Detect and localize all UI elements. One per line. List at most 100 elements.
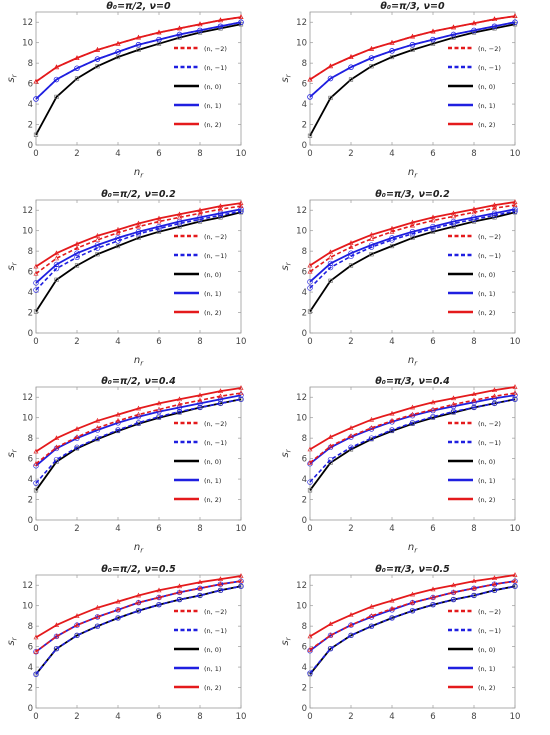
data-point	[328, 621, 333, 627]
data-point	[238, 19, 244, 25]
legend-label: (n, −1)	[478, 439, 501, 447]
data-point	[135, 231, 142, 237]
data-point	[430, 601, 436, 608]
series-line	[309, 392, 516, 464]
y-tick-label: 0	[302, 329, 307, 339]
data-point	[307, 646, 313, 652]
y-tick-label: 6	[302, 643, 307, 653]
data-point	[197, 585, 203, 591]
data-point	[389, 410, 395, 416]
data-point	[54, 64, 59, 70]
y-tick-label: 6	[302, 455, 307, 465]
data-point	[451, 582, 456, 588]
data-point	[136, 411, 141, 417]
data-point	[176, 31, 183, 38]
y-tick-label: 12	[296, 393, 307, 403]
data-point	[430, 225, 436, 232]
data-point	[156, 215, 162, 221]
data-point	[368, 435, 375, 441]
data-point	[512, 392, 518, 398]
data-point	[33, 480, 39, 486]
data-point	[115, 427, 121, 433]
data-point	[115, 615, 121, 621]
data-point	[307, 461, 313, 467]
data-point	[369, 613, 374, 618]
y-axis-label: sr	[280, 636, 293, 645]
data-point	[471, 397, 477, 403]
data-point	[409, 608, 416, 614]
x-axis-label: nr	[408, 355, 418, 368]
y-tick-label: 2	[28, 684, 33, 694]
y-tick-label: 8	[302, 59, 307, 69]
y-tick-label: 12	[296, 18, 307, 28]
data-point	[409, 42, 416, 48]
data-point	[238, 573, 244, 578]
data-point	[471, 27, 477, 34]
legend-label: (n, 0)	[478, 646, 495, 654]
data-point	[74, 263, 80, 268]
data-point	[238, 200, 244, 205]
data-point	[307, 670, 313, 676]
data-point	[94, 242, 101, 248]
data-point	[430, 594, 436, 600]
data-point	[491, 400, 498, 407]
data-point	[348, 612, 354, 617]
data-point	[389, 597, 395, 603]
data-point	[430, 406, 436, 412]
y-tick-label: 2	[302, 684, 307, 694]
y-tick-label: 2	[302, 121, 307, 131]
legend-label: (n, 2)	[478, 309, 495, 317]
data-point	[54, 444, 59, 450]
data-point	[512, 202, 518, 208]
legend-label: (n, 0)	[204, 271, 221, 279]
data-point	[410, 222, 415, 228]
data-point	[53, 76, 60, 83]
data-point	[410, 47, 415, 52]
legend-label: (n, −1)	[204, 64, 227, 72]
data-point	[54, 94, 59, 100]
data-point	[512, 583, 518, 589]
data-point	[176, 220, 183, 227]
data-point	[54, 622, 59, 628]
data-point	[451, 224, 456, 229]
data-point	[177, 589, 182, 595]
data-point	[95, 417, 100, 423]
data-point	[512, 578, 518, 584]
series-line	[35, 211, 242, 312]
y-tick-label: 10	[22, 227, 33, 237]
data-point	[307, 446, 313, 452]
data-point	[115, 54, 121, 60]
data-point	[512, 13, 518, 18]
data-point	[74, 632, 80, 639]
data-point	[176, 596, 183, 603]
data-point	[492, 393, 497, 399]
data-point	[177, 583, 182, 589]
chart-title: θ₀=π/2, ν=0.2	[101, 189, 176, 200]
y-axis-label: sr	[280, 261, 293, 270]
x-tick-label: 6	[156, 712, 161, 722]
data-point	[238, 208, 244, 214]
legend-label: (n, −1)	[478, 252, 501, 260]
data-point	[430, 586, 436, 592]
legend-label: (n, 2)	[204, 496, 221, 504]
data-point	[156, 36, 162, 43]
data-point	[471, 391, 477, 397]
y-axis-label: sr	[280, 448, 293, 457]
y-tick-label: 10	[296, 39, 307, 49]
legend-label: (n, 0)	[478, 458, 495, 466]
data-point	[492, 387, 497, 392]
x-tick-label: 4	[115, 149, 120, 159]
data-point	[450, 31, 457, 38]
data-point	[327, 645, 334, 652]
data-point	[115, 226, 121, 232]
plot-frame	[35, 386, 242, 521]
chart-panel: θ₀=π/2, ν=0.4 0 2 4 6 8 10 12 0 2 4 6 8 10 sr nr (n, −2)…	[6, 376, 246, 555]
y-tick-label: 6	[302, 80, 307, 90]
data-point	[389, 54, 395, 60]
y-tick-label: 0	[28, 141, 33, 151]
legend-label: (n, −1)	[204, 627, 227, 635]
series-line	[35, 202, 242, 268]
chart-panel: θ₀=π/3, ν=0.50246810120246810srnr(n, −2)…	[280, 564, 520, 735]
data-point	[328, 278, 333, 283]
data-point	[54, 633, 59, 639]
